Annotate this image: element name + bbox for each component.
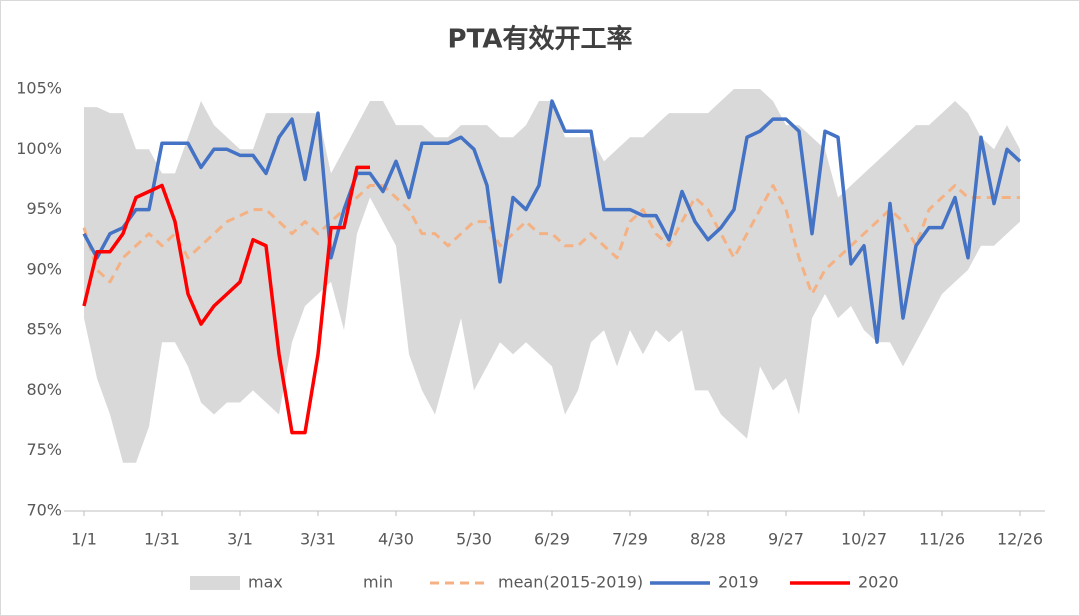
chart-title: PTA有效开工率 [448,24,633,55]
x-tick-label: 11/26 [919,530,965,549]
x-tick-label: 10/27 [841,530,887,549]
y-tick-label: 80% [26,380,62,399]
legend-label: 2020 [858,573,899,592]
y-tick-label: 100% [16,139,62,158]
series-line [82,165,370,435]
y-tick-label: 70% [26,501,62,520]
x-tick-label: 1/1 [71,530,97,549]
legend-swatch [190,576,240,590]
x-tick-label: 3/31 [300,530,336,549]
series-line [82,99,1022,344]
y-tick-label: 75% [26,440,62,459]
x-tick-label: 1/31 [144,530,180,549]
legend-label: 2019 [718,573,759,592]
x-tick-label: 5/30 [456,530,492,549]
legend-label: max [248,573,283,592]
legend-swatch [305,576,355,590]
area [84,197,1020,511]
y-tick-label: 90% [26,259,62,278]
y-tick-label: 105% [16,79,62,98]
x-tick-label: 3/1 [227,530,253,549]
y-tick-label: 95% [26,199,62,218]
x-tick-label: 12/26 [997,530,1043,549]
x-tick-label: 9/27 [768,530,804,549]
legend-label: mean(2015-2019) [498,573,643,592]
y-tick-label: 85% [26,320,62,339]
legend-label: min [363,573,393,592]
x-tick-label: 8/28 [690,530,726,549]
x-tick-label: 6/29 [534,530,570,549]
x-tick-label: 7/29 [612,530,648,549]
series-line [82,183,1020,296]
x-tick-label: 4/30 [378,530,414,549]
